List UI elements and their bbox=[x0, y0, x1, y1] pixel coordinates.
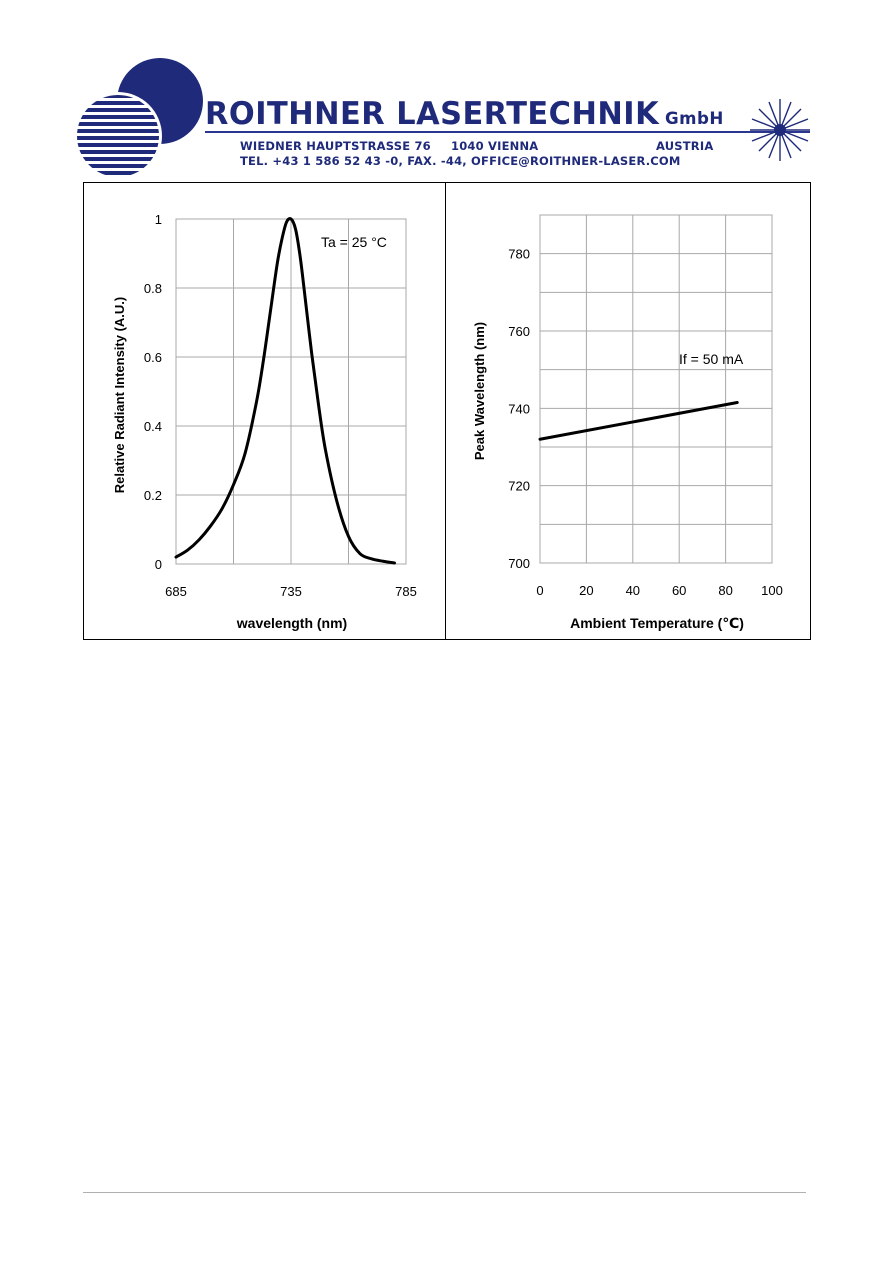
charts-frame bbox=[83, 182, 811, 640]
x-tick-labels: 0 20 40 60 80 100 bbox=[536, 583, 782, 598]
laser-star-icon bbox=[750, 99, 810, 161]
annotation: If = 50 mA bbox=[679, 351, 744, 367]
y-tick-label: 740 bbox=[508, 401, 530, 416]
spectrum-chart: 0 0.2 0.4 0.6 0.8 1 685 735 785 Ta = 25 °C wave… bbox=[112, 212, 417, 631]
panel-divider bbox=[445, 182, 446, 640]
series-line bbox=[538, 401, 739, 441]
company-name: ROITHNER LASERTECHNIK GmbH bbox=[205, 96, 724, 132]
y-tick-label: 760 bbox=[508, 324, 530, 339]
company-suffix: GmbH bbox=[665, 109, 724, 129]
y-axis-label: Peak Wavelength (nm) bbox=[472, 322, 487, 460]
grid bbox=[175, 218, 407, 565]
x-tick-label: 685 bbox=[165, 584, 187, 599]
grid bbox=[539, 214, 773, 564]
x-tick-labels: 685 735 785 bbox=[165, 584, 417, 599]
x-tick-label: 60 bbox=[672, 583, 686, 598]
y-tick-label: 0 bbox=[155, 557, 162, 572]
y-tick-label: 720 bbox=[508, 479, 530, 494]
x-axis-label: wavelength (nm) bbox=[236, 615, 347, 631]
x-tick-label: 785 bbox=[395, 584, 417, 599]
x-tick-label: 0 bbox=[536, 583, 543, 598]
y-tick-label: 0.4 bbox=[144, 419, 162, 434]
y-tick-label: 780 bbox=[508, 247, 530, 262]
x-tick-label: 80 bbox=[718, 583, 732, 598]
plot-area bbox=[539, 214, 773, 564]
y-tick-labels: 0 0.2 0.4 0.6 0.8 1 bbox=[144, 212, 162, 572]
y-tick-label: 0.8 bbox=[144, 281, 162, 296]
y-axis-label: Relative Radiant Intensity (A.U.) bbox=[112, 297, 127, 493]
x-axis-label: Ambient Temperature (℃) bbox=[570, 615, 744, 631]
y-tick-labels: 700 720 740 760 780 bbox=[508, 247, 530, 571]
header-rule bbox=[205, 131, 810, 133]
y-tick-label: 0.2 bbox=[144, 488, 162, 503]
company-name-text: ROITHNER LASERTECHNIK bbox=[205, 96, 660, 132]
y-tick-label: 700 bbox=[508, 556, 530, 571]
address-city: 1040 VIENNA bbox=[451, 139, 539, 153]
address-country: AUSTRIA bbox=[656, 139, 714, 153]
series bbox=[538, 401, 739, 441]
x-tick-label: 40 bbox=[626, 583, 640, 598]
y-tick-label: 0.6 bbox=[144, 350, 162, 365]
annotation: Ta = 25 °C bbox=[321, 234, 387, 250]
x-tick-label: 100 bbox=[761, 583, 783, 598]
x-tick-label: 735 bbox=[280, 584, 302, 599]
letterhead: ROITHNER LASERTECHNIK GmbH WIEDNER HAUPTS… bbox=[0, 0, 892, 190]
series-line bbox=[174, 217, 396, 565]
series bbox=[174, 217, 396, 565]
y-tick-label: 1 bbox=[155, 212, 162, 227]
contact-line: TEL. +43 1 586 52 43 -0, FAX. -44, OFFIC… bbox=[240, 154, 681, 168]
address-street: WIEDNER HAUPTSTRASSE 76 bbox=[240, 139, 431, 153]
company-logo bbox=[74, 58, 203, 180]
x-tick-label: 20 bbox=[579, 583, 593, 598]
footer-rule bbox=[83, 1192, 806, 1193]
